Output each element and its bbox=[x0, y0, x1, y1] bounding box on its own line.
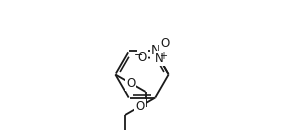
Text: N: N bbox=[155, 52, 164, 65]
Text: O: O bbox=[160, 37, 170, 50]
Text: +: + bbox=[159, 51, 167, 61]
Text: O: O bbox=[138, 51, 147, 63]
Text: −: − bbox=[134, 50, 143, 60]
Text: N: N bbox=[151, 44, 161, 57]
Text: O: O bbox=[126, 77, 135, 90]
Text: O: O bbox=[135, 100, 145, 113]
